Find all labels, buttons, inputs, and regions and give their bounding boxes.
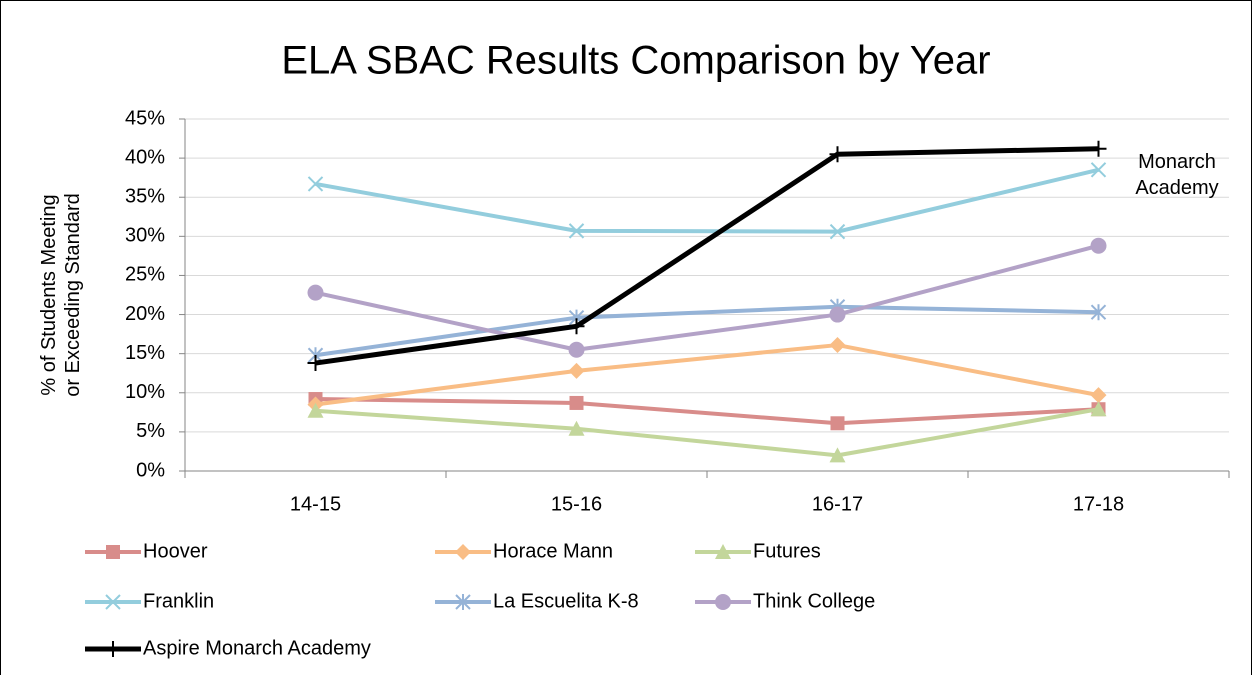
y-tick-label: 35% — [125, 186, 165, 208]
marker — [1090, 401, 1107, 417]
series-line — [315, 304, 1099, 358]
marker — [1090, 140, 1107, 157]
marker — [829, 447, 846, 463]
marker — [569, 395, 584, 410]
marker — [1090, 304, 1107, 321]
marker — [307, 176, 324, 192]
legend-item: Horace Mann — [435, 540, 613, 562]
y-tick-label: 5% — [136, 420, 165, 442]
legend-item: Aspire Monarch Academy — [85, 637, 371, 659]
marker — [829, 337, 846, 354]
marker — [307, 284, 324, 301]
y-axis-label-line: or Exceeding Standard — [62, 193, 84, 396]
marker — [105, 594, 121, 610]
marker — [830, 416, 845, 431]
marker — [455, 544, 471, 560]
series-line — [315, 167, 1099, 234]
y-tick-label: 40% — [125, 146, 165, 168]
legend-label: La Escuelita K-8 — [493, 590, 639, 612]
marker — [715, 544, 731, 559]
marker — [307, 402, 324, 418]
marker — [829, 146, 846, 163]
annotation-line: Monarch — [1138, 151, 1216, 173]
legend-item: Franklin — [85, 590, 214, 612]
x-tick-label: 16-17 — [812, 493, 863, 515]
marker — [829, 223, 846, 240]
y-tick-label: 0% — [136, 459, 165, 481]
marker — [568, 362, 585, 379]
marker — [105, 641, 121, 657]
x-tick-label: 17-18 — [1073, 493, 1124, 515]
x-tick-label: 15-16 — [551, 493, 602, 515]
legend-label: Hoover — [143, 540, 208, 562]
y-tick-label: 20% — [125, 303, 165, 325]
legend-item: Think College — [695, 590, 875, 612]
legend-label: Aspire Monarch Academy — [143, 637, 371, 659]
y-axis-label-line: % of Students Meeting — [38, 194, 60, 395]
marker — [1090, 162, 1107, 178]
marker — [455, 594, 471, 610]
marker — [568, 420, 585, 436]
legend-label: Horace Mann — [493, 540, 613, 562]
marker — [1090, 387, 1107, 404]
y-tick-label: 45% — [125, 107, 165, 129]
legend-item: Hoover — [85, 540, 208, 562]
marker — [568, 318, 585, 335]
legend-label: Futures — [753, 540, 821, 562]
legend-label: Franklin — [143, 590, 214, 612]
y-tick-label: 10% — [125, 381, 165, 403]
marker — [1090, 237, 1107, 254]
y-axis-label: % of Students Meeting or Exceeding Standa… — [38, 193, 84, 396]
series-line — [315, 243, 1100, 352]
legend-item: Futures — [695, 540, 821, 562]
series-line — [315, 407, 1099, 458]
y-tick-label: 30% — [125, 225, 165, 247]
legend-label: Think College — [753, 590, 875, 612]
chart-title: ELA SBAC Results Comparison by Year — [281, 39, 990, 83]
annotation: Monarch Academy — [1135, 151, 1218, 199]
series-line — [315, 397, 1099, 426]
marker — [568, 223, 585, 239]
marker — [307, 355, 324, 372]
y-tick-label: 15% — [125, 342, 165, 364]
marker — [715, 594, 731, 610]
marker — [829, 306, 846, 323]
marker — [568, 341, 585, 358]
series-line — [315, 343, 1099, 407]
annotation-line: Academy — [1135, 177, 1218, 199]
x-tick-label: 14-15 — [290, 493, 341, 515]
legend-item: La Escuelita K-8 — [435, 590, 639, 612]
y-tick-label: 25% — [125, 264, 165, 286]
series-line — [315, 146, 1099, 366]
marker — [106, 545, 120, 559]
